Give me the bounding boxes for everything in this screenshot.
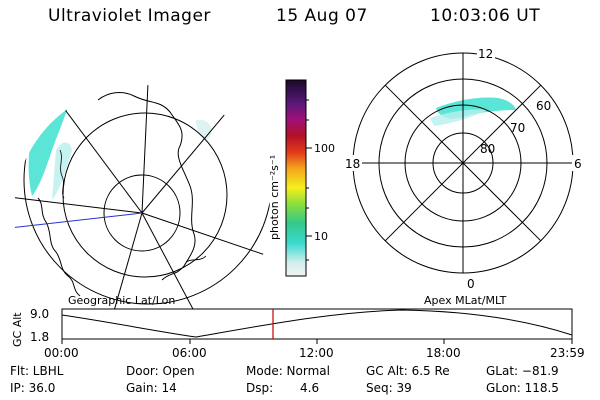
- orbit-x-tick-1200: 12:00: [299, 346, 334, 360]
- mlt-label-18: 18: [345, 157, 360, 171]
- time-label: 10:03:06 UT: [430, 6, 541, 26]
- ip-readout: IP: 36.0: [10, 381, 56, 395]
- orbit-y-tick-high: 9.0: [30, 307, 49, 321]
- colorbar-tick-10: 10: [314, 230, 328, 243]
- mlt-label-0: 0: [467, 277, 475, 291]
- mlat-label-80: 80: [480, 142, 495, 156]
- instrument-title: Ultraviolet Imager: [48, 6, 211, 26]
- orbit-ylabel: GC Alt: [11, 312, 24, 347]
- orbit-x-tick-0000: 00:00: [44, 346, 79, 360]
- orbit-altitude-plot: 9.0 1.8 GC Alt 00:00 06:00 12:00 18:00 2…: [11, 307, 585, 360]
- date-label: 15 Aug 07: [276, 6, 368, 26]
- glon-readout: GLon: 118.5: [486, 381, 559, 395]
- coastline: [97, 92, 196, 281]
- seq-readout: Seq: 39: [366, 381, 412, 395]
- gain-readout: Gain: 14: [126, 381, 177, 395]
- dsp-value: 4.6: [300, 381, 320, 395]
- orbit-altitude-curve: [61, 309, 573, 338]
- colorbar-unit-label: photon cm⁻²s⁻¹: [268, 155, 281, 240]
- sun-meridian: [14, 212, 143, 229]
- geographic-caption: Geographic Lat/Lon: [68, 294, 175, 307]
- door-readout: Door: Open: [126, 364, 195, 378]
- orbit-x-tick-2359: 23:59: [550, 346, 585, 360]
- mlat-label-70: 70: [510, 121, 525, 135]
- colorbar-tick-100: 100: [314, 142, 335, 155]
- orbit-x-tick-1800: 18:00: [426, 346, 461, 360]
- gc-alt-readout: GC Alt: 6.5 Re: [366, 364, 450, 378]
- colorbar: 100 10 photon cm⁻²s⁻¹: [268, 79, 335, 277]
- mlt-label-12: 12: [478, 47, 493, 61]
- polar-caption: Apex MLat/MLT: [424, 294, 507, 307]
- mlt-label-6: 6: [574, 157, 582, 171]
- polar-mlat-mlt-plot: 12 18 6 0 60 70 80: [344, 47, 584, 291]
- mlat-label-60: 60: [536, 99, 551, 113]
- orbit-y-tick-low: 1.8: [30, 330, 49, 344]
- filter-readout: Flt: LBHL: [10, 364, 64, 378]
- orbit-x-tick-0600: 06:00: [172, 346, 207, 360]
- glat-readout: GLat: −81.9: [486, 364, 559, 378]
- dsp-label: Dsp:: [246, 381, 274, 395]
- mode-readout: Mode: Normal: [246, 364, 330, 378]
